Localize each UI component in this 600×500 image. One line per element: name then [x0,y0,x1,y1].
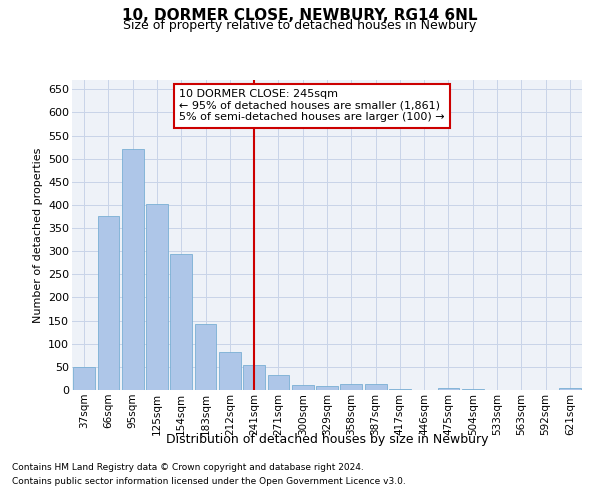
Bar [97,216,119,390]
Text: 10 DORMER CLOSE: 245sqm
← 95% of detached houses are smaller (1,861)
5% of semi-: 10 DORMER CLOSE: 245sqm ← 95% of detache… [179,90,445,122]
Bar [194,324,217,390]
Y-axis label: Number of detached properties: Number of detached properties [32,148,43,322]
Bar [437,388,460,390]
Bar [559,388,581,390]
Bar [268,375,289,390]
Bar [292,386,314,390]
Bar [365,384,386,390]
Bar [146,204,168,390]
Bar [462,388,484,390]
Text: Contains public sector information licensed under the Open Government Licence v3: Contains public sector information licen… [12,477,406,486]
Text: Distribution of detached houses by size in Newbury: Distribution of detached houses by size … [166,432,488,446]
Bar [170,254,192,390]
Bar [389,388,411,390]
Bar [73,367,95,390]
Text: Size of property relative to detached houses in Newbury: Size of property relative to detached ho… [124,19,476,32]
Bar [122,150,143,390]
Bar [316,386,338,390]
Text: Contains HM Land Registry data © Crown copyright and database right 2024.: Contains HM Land Registry data © Crown c… [12,464,364,472]
Text: 10, DORMER CLOSE, NEWBURY, RG14 6NL: 10, DORMER CLOSE, NEWBURY, RG14 6NL [122,8,478,22]
Bar [340,384,362,390]
Bar [243,364,265,390]
Bar [219,352,241,390]
